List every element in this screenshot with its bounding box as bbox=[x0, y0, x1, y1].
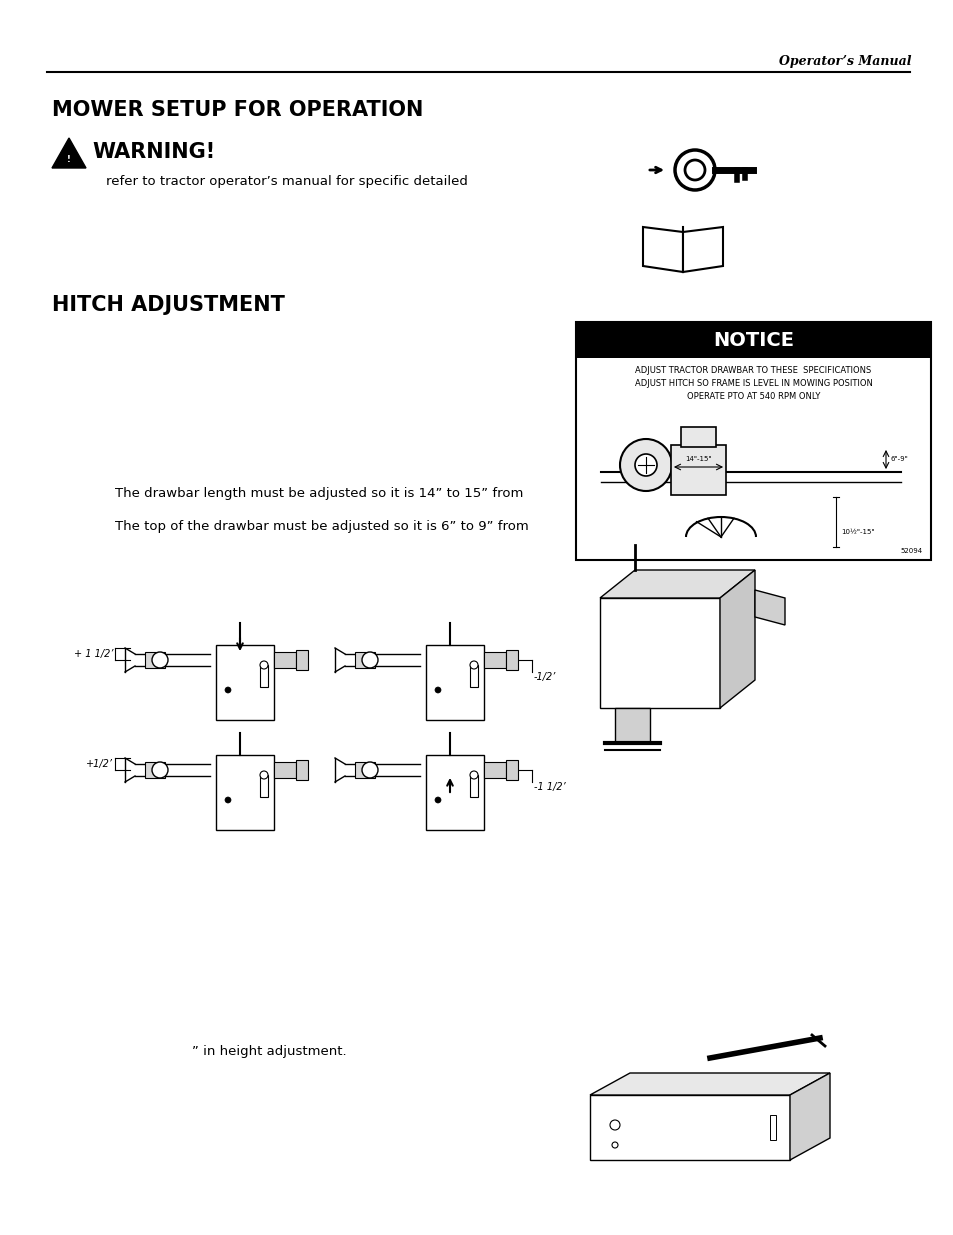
Circle shape bbox=[152, 762, 168, 778]
Text: NOTICE: NOTICE bbox=[712, 331, 793, 350]
Circle shape bbox=[612, 1142, 618, 1149]
Text: 10½"-15": 10½"-15" bbox=[841, 529, 874, 535]
Text: 6"-9": 6"-9" bbox=[890, 456, 908, 462]
Text: HITCH ADJUSTMENT: HITCH ADJUSTMENT bbox=[52, 295, 285, 315]
Circle shape bbox=[435, 797, 440, 803]
Text: 52094: 52094 bbox=[900, 548, 923, 555]
Polygon shape bbox=[52, 138, 86, 168]
Text: 14"-15": 14"-15" bbox=[684, 456, 711, 462]
Circle shape bbox=[435, 687, 440, 693]
Text: !: ! bbox=[67, 156, 71, 164]
Bar bbox=[599, 598, 720, 708]
Circle shape bbox=[225, 687, 231, 693]
Bar bbox=[483, 652, 505, 668]
Text: +1/2’: +1/2’ bbox=[86, 760, 112, 769]
Bar bbox=[355, 762, 375, 778]
Circle shape bbox=[260, 771, 268, 779]
Polygon shape bbox=[682, 227, 722, 272]
Text: ADJUST TRACTOR DRAWBAR TO THESE  SPECIFICATIONS: ADJUST TRACTOR DRAWBAR TO THESE SPECIFIC… bbox=[635, 366, 871, 375]
Bar bbox=[680, 427, 716, 447]
Bar bbox=[589, 1095, 789, 1160]
Circle shape bbox=[684, 161, 704, 180]
Text: ” in height adjustment.: ” in height adjustment. bbox=[192, 1045, 346, 1058]
Text: Operator’s Manual: Operator’s Manual bbox=[779, 56, 911, 68]
Bar bbox=[470, 664, 477, 687]
Circle shape bbox=[609, 1120, 619, 1130]
Text: + 1 1/2’: + 1 1/2’ bbox=[73, 650, 112, 659]
Bar bbox=[426, 755, 483, 830]
Circle shape bbox=[619, 438, 671, 492]
Text: The drawbar length must be adjusted so it is 14” to 15” from: The drawbar length must be adjusted so i… bbox=[115, 487, 523, 500]
Circle shape bbox=[361, 762, 377, 778]
Polygon shape bbox=[589, 1073, 829, 1095]
Bar bbox=[260, 776, 268, 797]
Text: ADJUST HITCH SO FRAME IS LEVEL IN MOWING POSITION: ADJUST HITCH SO FRAME IS LEVEL IN MOWING… bbox=[634, 379, 872, 388]
Circle shape bbox=[361, 652, 377, 668]
Polygon shape bbox=[754, 590, 784, 625]
Bar bbox=[355, 652, 375, 668]
Bar bbox=[295, 760, 308, 781]
Bar bbox=[274, 762, 295, 778]
Bar bbox=[670, 445, 725, 495]
Bar bbox=[215, 645, 274, 720]
Polygon shape bbox=[615, 708, 649, 743]
Circle shape bbox=[635, 454, 657, 475]
Text: OPERATE PTO AT 540 RPM ONLY: OPERATE PTO AT 540 RPM ONLY bbox=[686, 391, 820, 401]
Circle shape bbox=[225, 797, 231, 803]
Bar bbox=[426, 645, 483, 720]
Polygon shape bbox=[720, 571, 754, 708]
Circle shape bbox=[152, 652, 168, 668]
Bar bbox=[576, 322, 930, 358]
Text: MOWER SETUP FOR OPERATION: MOWER SETUP FOR OPERATION bbox=[52, 100, 423, 120]
Circle shape bbox=[675, 149, 714, 190]
Polygon shape bbox=[789, 1073, 829, 1160]
Polygon shape bbox=[642, 227, 682, 272]
Text: -1 1/2’: -1 1/2’ bbox=[534, 782, 565, 792]
Circle shape bbox=[260, 661, 268, 669]
Bar bbox=[576, 322, 930, 559]
Bar bbox=[295, 650, 308, 671]
Bar bbox=[505, 760, 517, 781]
Text: refer to tractor operator’s manual for specific detailed: refer to tractor operator’s manual for s… bbox=[106, 175, 467, 188]
Bar bbox=[215, 755, 274, 830]
Bar bbox=[274, 652, 295, 668]
Circle shape bbox=[470, 661, 477, 669]
Bar bbox=[260, 664, 268, 687]
Bar bbox=[483, 762, 505, 778]
Bar bbox=[470, 776, 477, 797]
Bar bbox=[145, 762, 165, 778]
Polygon shape bbox=[599, 571, 754, 598]
Text: The top of the drawbar must be adjusted so it is 6” to 9” from: The top of the drawbar must be adjusted … bbox=[115, 520, 528, 534]
Bar bbox=[769, 1115, 775, 1140]
Text: -1/2’: -1/2’ bbox=[534, 672, 556, 682]
Bar bbox=[505, 650, 517, 671]
Bar bbox=[145, 652, 165, 668]
Circle shape bbox=[470, 771, 477, 779]
Text: WARNING!: WARNING! bbox=[91, 142, 214, 162]
